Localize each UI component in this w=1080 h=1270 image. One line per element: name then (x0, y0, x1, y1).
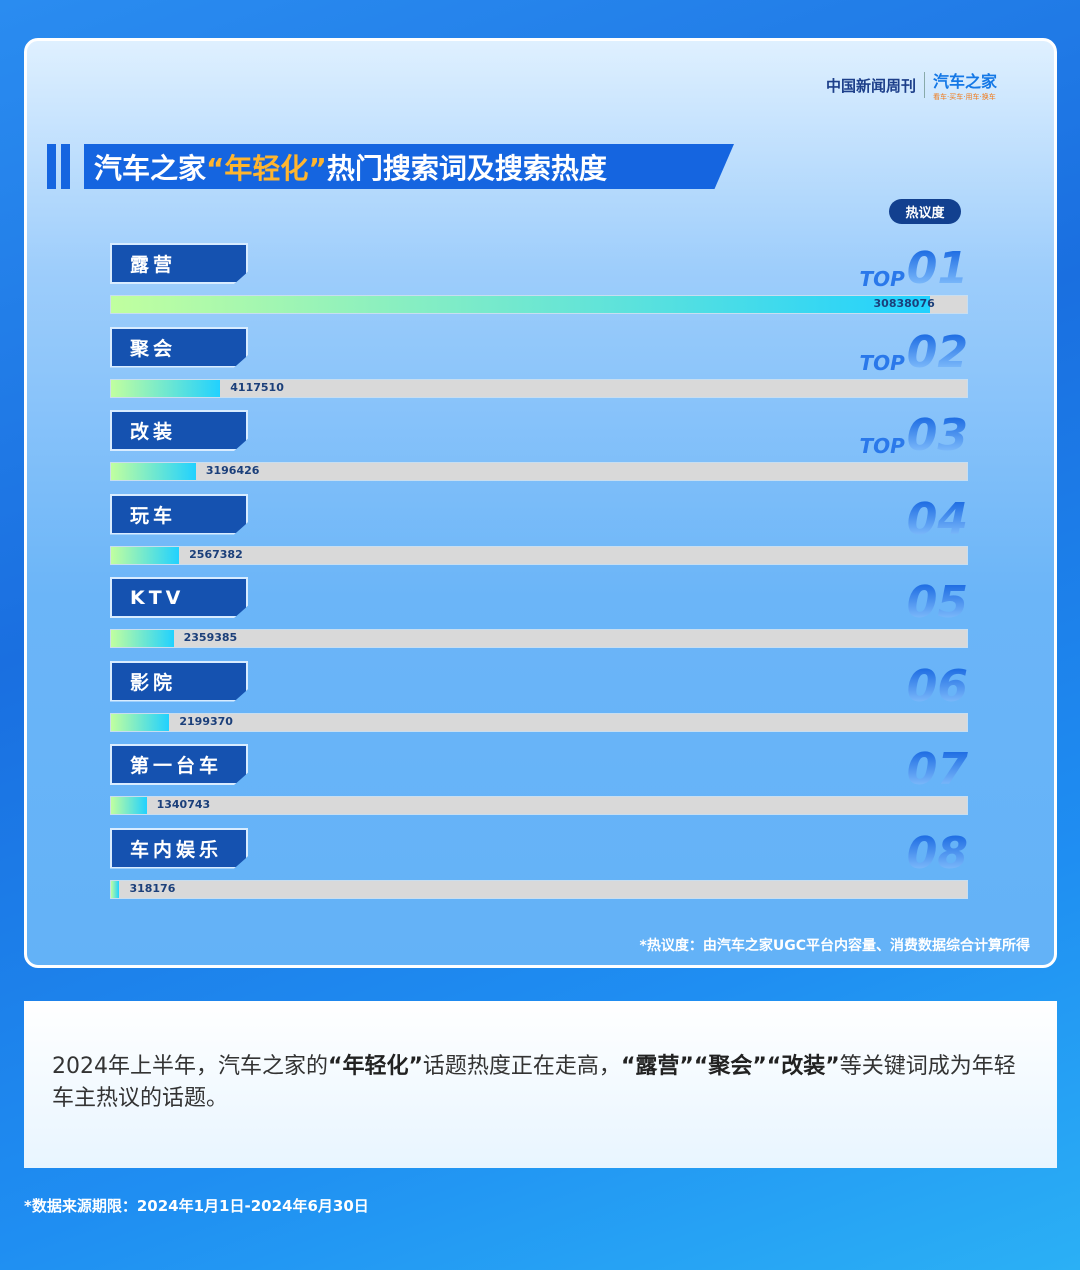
category-label: 改装 (110, 410, 248, 451)
bar-track: 4117510 (110, 378, 968, 398)
value-label: 2199370 (179, 714, 233, 728)
value-label: 2567382 (189, 547, 243, 561)
value-label: 4117510 (230, 380, 284, 394)
chart-note: *热议度：由汽车之家UGC平台内容量、消费数据综合计算所得 (639, 938, 1030, 954)
description: 2024年上半年，汽车之家的“年轻化”话题热度正在走高，“露营”“聚会”“改装”… (24, 1001, 1057, 1168)
bar (111, 296, 930, 313)
value-label: 1340743 (156, 798, 211, 811)
value-label: 318176 (129, 881, 176, 895)
category-label: 影院 (110, 660, 248, 702)
rank-prefix: TOP (859, 350, 905, 375)
rank-label: 05 (906, 577, 968, 628)
rank-prefix: TOP (859, 434, 905, 458)
bar-track: 318176 (110, 879, 968, 899)
bar (111, 797, 147, 814)
bar-track: 2199370 (110, 712, 968, 732)
legend-badge: 热议度 (889, 199, 961, 224)
bar-track: 2567382 (110, 545, 968, 565)
bar-track: 30838076 (110, 295, 968, 314)
title-decoration (47, 144, 70, 189)
rank-prefix: TOP (859, 267, 905, 291)
bar-track: 1340743 (110, 796, 968, 815)
rank-label: TOP 02 (859, 326, 968, 378)
rank-label: 08 (906, 827, 968, 879)
rank-label: 07 (906, 744, 968, 795)
category-label: 第一台车 (110, 744, 248, 785)
bar (111, 630, 174, 647)
value-label: 30838076 (873, 297, 935, 310)
category-label: KTV (110, 577, 248, 618)
logo: 中国新闻周刊 汽车之家看车·买车·用车·换车 (826, 68, 997, 102)
value-label: 2359385 (183, 631, 238, 644)
publisher-logo: 中国新闻周刊 (826, 76, 917, 95)
bar (111, 546, 180, 564)
bar (111, 713, 170, 731)
brand-slogan: 看车·买车·用车·换车 (933, 93, 996, 101)
category-label: 车内娱乐 (110, 827, 248, 869)
rank-label: 06 (906, 660, 968, 712)
brand-logo: 汽车之家 (933, 72, 998, 91)
value-label: 3196426 (205, 464, 260, 477)
bar (111, 379, 221, 397)
category-label: 聚会 (110, 326, 248, 368)
rank-label: TOP 03 (859, 410, 968, 461)
bar (111, 880, 120, 898)
bar (111, 463, 196, 480)
divider (924, 72, 926, 98)
category-label: 玩车 (110, 493, 248, 535)
bar-track: 3196426 (110, 462, 968, 481)
bar-track: 2359385 (110, 629, 968, 648)
rank-label: 04 (906, 493, 968, 545)
chart-title: 汽车之家 “年轻化” 热门搜索词及搜索热度 (84, 144, 734, 189)
data-source: *数据来源期限：2024年1月1日-2024年6月30日 (24, 1197, 369, 1215)
category-label: 露营 (110, 243, 248, 284)
rank-label: TOP 01 (859, 243, 968, 294)
